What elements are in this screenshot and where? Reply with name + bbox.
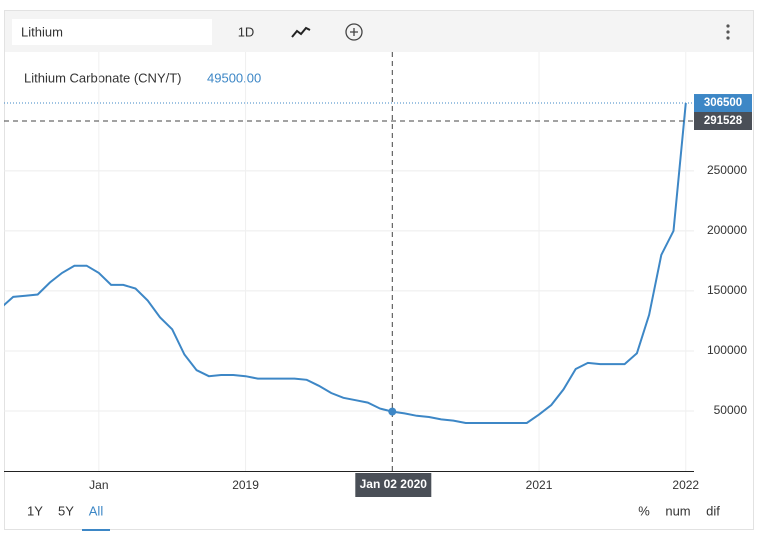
search-text[interactable]: Lithium: [21, 24, 63, 39]
compare-icon[interactable]: [345, 23, 363, 41]
scale-button[interactable]: num: [665, 503, 690, 518]
crosshair-x-box: [355, 473, 432, 497]
y-tick-label: 200000: [707, 223, 747, 237]
y-tick-label: 250000: [707, 163, 747, 177]
last-value-label: 306500: [704, 97, 742, 109]
y-tick-label: 150000: [707, 283, 747, 297]
range-button[interactable]: All: [89, 503, 104, 518]
scale-button[interactable]: dif: [706, 503, 720, 518]
x-tick-label: Jan: [89, 478, 108, 492]
interval-button[interactable]: 1D: [238, 24, 255, 39]
search-box[interactable]: [12, 19, 212, 45]
range-button[interactable]: 5Y: [58, 503, 74, 518]
series-line: [4, 102, 687, 424]
legend-name: Lithium Carbonate (CNY/T): [24, 70, 182, 85]
scale-button[interactable]: %: [638, 503, 650, 518]
crosshair-y-box: [694, 111, 752, 130]
y-tick-label: 50000: [714, 403, 748, 417]
range-button[interactable]: 1Y: [27, 503, 43, 518]
menu-icon[interactable]: [726, 24, 730, 40]
x-tick-label: 2021: [526, 478, 553, 492]
x-tick-label: 2022: [672, 478, 699, 492]
frame: [4, 10, 754, 530]
compare-plus: [350, 28, 358, 36]
chart-type-icon[interactable]: [291, 26, 311, 38]
legend-value: 49500.00: [207, 70, 261, 85]
x-tick-label: 2019: [232, 478, 259, 492]
last-value-box: [694, 94, 752, 113]
crosshair-y-label: 291528: [704, 115, 743, 127]
y-tick-label: 100000: [707, 343, 747, 357]
crosshair-x-label: Jan 02 2020: [360, 477, 428, 491]
crosshair-point: [388, 407, 397, 416]
